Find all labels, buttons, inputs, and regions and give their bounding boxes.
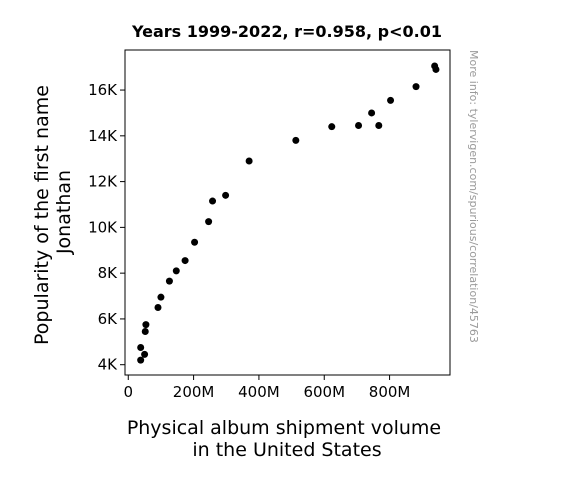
watermark-text: More info: tylervigen.com/spurious/corre… [467,50,480,343]
watermark: More info: tylervigen.com/spurious/corre… [467,50,480,343]
y-tick-label: 8K [98,264,119,282]
data-point [368,109,376,117]
x-tick-label: 800M [369,383,411,401]
data-point [181,257,189,265]
chart-title: Years 1999-2022, r=0.958, p<0.01 [131,22,442,41]
data-point [222,191,230,199]
data-point [157,293,165,301]
data-point [137,356,145,364]
y-tick-label: 16K [88,81,118,99]
data-point [292,136,300,144]
y-axis-label-line-2: Jonathan [53,170,75,255]
y-tick-label: 10K [88,218,118,236]
y-tick-label: 14K [88,127,118,145]
x-axis-label-line-2: in the United States [192,439,381,461]
data-point [165,277,173,285]
data-point [355,122,363,130]
x-axis-label-line-1: Physical album shipment volume [127,417,441,439]
data-point [412,83,420,91]
data-point [245,157,253,165]
svg-text:Popularity of the first name: Popularity of the first name Jonathan [31,79,75,345]
data-points [137,62,440,364]
y-axis: 4K 6K 8K 10K 12K 14K 16K [88,81,125,374]
y-tick-label: 6K [98,310,119,328]
data-point [141,328,149,336]
x-axis: 0 200M 400M 600M 800M [123,375,410,401]
y-axis-label-line-1: Popularity of the first name [31,85,53,345]
x-tick-label: 200M [173,383,215,401]
data-point [191,238,199,246]
x-tick-label: 600M [303,383,345,401]
data-point [432,65,440,73]
data-point [154,303,162,311]
y-tick-label: 12K [88,173,118,191]
data-point [141,350,149,358]
plot-area [124,49,451,376]
data-point [172,267,180,275]
data-point [328,123,336,131]
y-axis-label: Popularity of the first name Jonathan [31,79,75,345]
x-tick-label: 0 [123,383,133,401]
data-point [205,218,213,226]
x-tick-label: 400M [238,383,280,401]
x-axis-label: Physical album shipment volume in the Un… [127,417,447,461]
data-point [142,321,150,329]
data-point [137,344,145,352]
data-point [387,96,395,104]
data-point [209,197,217,205]
data-point [375,122,383,130]
y-tick-label: 4K [98,356,119,374]
